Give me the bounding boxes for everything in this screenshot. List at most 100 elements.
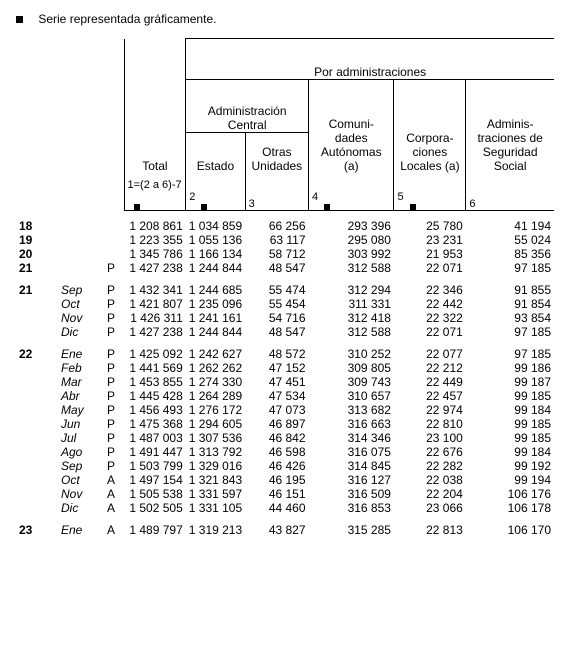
cell-total: 1 487 003: [124, 431, 186, 445]
cell-month: Sep: [58, 459, 98, 473]
cell-month: [58, 247, 98, 261]
table-row: SepP1 503 7991 329 01646 426314 84522 28…: [16, 459, 554, 473]
cell-month: Ene: [58, 347, 98, 361]
cell-ccaa: 309 805: [309, 361, 394, 375]
cell-total: 1 441 569: [124, 361, 186, 375]
cell-month: [58, 261, 98, 275]
cell-month: May: [58, 403, 98, 417]
cell-year: 22: [16, 347, 58, 361]
cell-corp: 22 442: [394, 297, 466, 311]
cell-ss: 97 185: [466, 347, 554, 361]
table-row: 181 208 8611 034 85966 256293 39625 7804…: [16, 219, 554, 233]
legend: Serie representada gráficamente.: [16, 12, 554, 26]
cell-estado: 1 321 843: [186, 473, 245, 487]
cell-year: [16, 445, 58, 459]
cell-ss: 99 184: [466, 403, 554, 417]
cell-status: P: [98, 389, 124, 403]
cell-corp: 22 282: [394, 459, 466, 473]
cell-ss: 99 187: [466, 375, 554, 389]
cell-month: Oct: [58, 473, 98, 487]
cell-month: Jun: [58, 417, 98, 431]
cell-estado: 1 329 016: [186, 459, 245, 473]
cell-corp: 22 071: [394, 325, 466, 339]
cell-otras: 46 195: [245, 473, 308, 487]
colnum-6: 6: [466, 173, 554, 211]
cell-ccaa: 313 682: [309, 403, 394, 417]
cell-status: P: [98, 361, 124, 375]
table-row: 201 345 7861 166 13458 712303 99221 9538…: [16, 247, 554, 261]
cell-total: 1 427 238: [124, 261, 186, 275]
table-row: AgoP1 491 4471 313 79246 598316 07522 67…: [16, 445, 554, 459]
cell-ccaa: 312 294: [309, 283, 394, 297]
cell-otras: 46 842: [245, 431, 308, 445]
cell-ss: 99 186: [466, 361, 554, 375]
table-row: 191 223 3551 055 13663 117295 08023 2315…: [16, 233, 554, 247]
cell-otras: 48 547: [245, 325, 308, 339]
cell-total: 1 426 311: [124, 311, 186, 325]
cell-ccaa: 312 588: [309, 325, 394, 339]
cell-status: P: [98, 459, 124, 473]
cell-corp: 23 066: [394, 501, 466, 515]
table-row: NovP1 426 3111 241 16154 716312 41822 32…: [16, 311, 554, 325]
cell-ss: 99 185: [466, 389, 554, 403]
cell-total: 1 427 238: [124, 325, 186, 339]
cell-total: 1 503 799: [124, 459, 186, 473]
cell-month: Ene: [58, 523, 98, 537]
cell-total: 1 497 154: [124, 473, 186, 487]
cell-ss: 106 176: [466, 487, 554, 501]
cell-year: [16, 361, 58, 375]
col-ccaa: Comuni- dades Autónomas (a): [309, 80, 394, 174]
cell-total: 1 421 807: [124, 297, 186, 311]
cell-status: P: [98, 261, 124, 275]
cell-ccaa: 293 396: [309, 219, 394, 233]
cell-total: 1 491 447: [124, 445, 186, 459]
cell-status: P: [98, 297, 124, 311]
cell-month: [58, 233, 98, 247]
cell-status: A: [98, 473, 124, 487]
cell-estado: 1 244 685: [186, 283, 245, 297]
cell-corp: 22 071: [394, 261, 466, 275]
cell-corp: 25 780: [394, 219, 466, 233]
cell-corp: 23 231: [394, 233, 466, 247]
cell-status: P: [98, 417, 124, 431]
table-row: JulP1 487 0031 307 53646 842314 34623 10…: [16, 431, 554, 445]
cell-month: Mar: [58, 375, 98, 389]
square-marker-icon: [16, 16, 23, 23]
table-row: AbrP1 445 4281 264 28947 534310 65722 45…: [16, 389, 554, 403]
table-row: 23EneA1 489 7971 319 21343 827315 28522 …: [16, 523, 554, 537]
col-estado: Estado: [186, 133, 245, 174]
cell-month: Nov: [58, 487, 98, 501]
cell-year: [16, 389, 58, 403]
cell-estado: 1 319 213: [186, 523, 245, 537]
cell-year: [16, 297, 58, 311]
cell-year: [16, 325, 58, 339]
cell-status: [98, 247, 124, 261]
cell-otras: 44 460: [245, 501, 308, 515]
cell-ss: 99 185: [466, 417, 554, 431]
cell-estado: 1 313 792: [186, 445, 245, 459]
cell-total: 1 505 538: [124, 487, 186, 501]
cell-estado: 1 241 161: [186, 311, 245, 325]
cell-year: [16, 375, 58, 389]
cell-month: Jul: [58, 431, 98, 445]
cell-ss: 97 185: [466, 325, 554, 339]
cell-otras: 46 897: [245, 417, 308, 431]
cell-status: P: [98, 403, 124, 417]
cell-status: [98, 219, 124, 233]
cell-corp: 22 077: [394, 347, 466, 361]
cell-otras: 54 716: [245, 311, 308, 325]
cell-corp: 22 322: [394, 311, 466, 325]
cell-ss: 55 024: [466, 233, 554, 247]
cell-total: 1 345 786: [124, 247, 186, 261]
cell-ss: 91 854: [466, 297, 554, 311]
cell-corp: 22 974: [394, 403, 466, 417]
cell-otras: 46 151: [245, 487, 308, 501]
cell-total: 1 489 797: [124, 523, 186, 537]
table-row: JunP1 475 3681 294 60546 897316 66322 81…: [16, 417, 554, 431]
table-row: OctP1 421 8071 235 09655 454311 33122 44…: [16, 297, 554, 311]
cell-total: 1 453 855: [124, 375, 186, 389]
cell-ss: 85 356: [466, 247, 554, 261]
cell-ccaa: 316 127: [309, 473, 394, 487]
table-row: DicP1 427 2381 244 84448 547312 58822 07…: [16, 325, 554, 339]
legend-text: Serie representada gráficamente.: [38, 12, 216, 26]
